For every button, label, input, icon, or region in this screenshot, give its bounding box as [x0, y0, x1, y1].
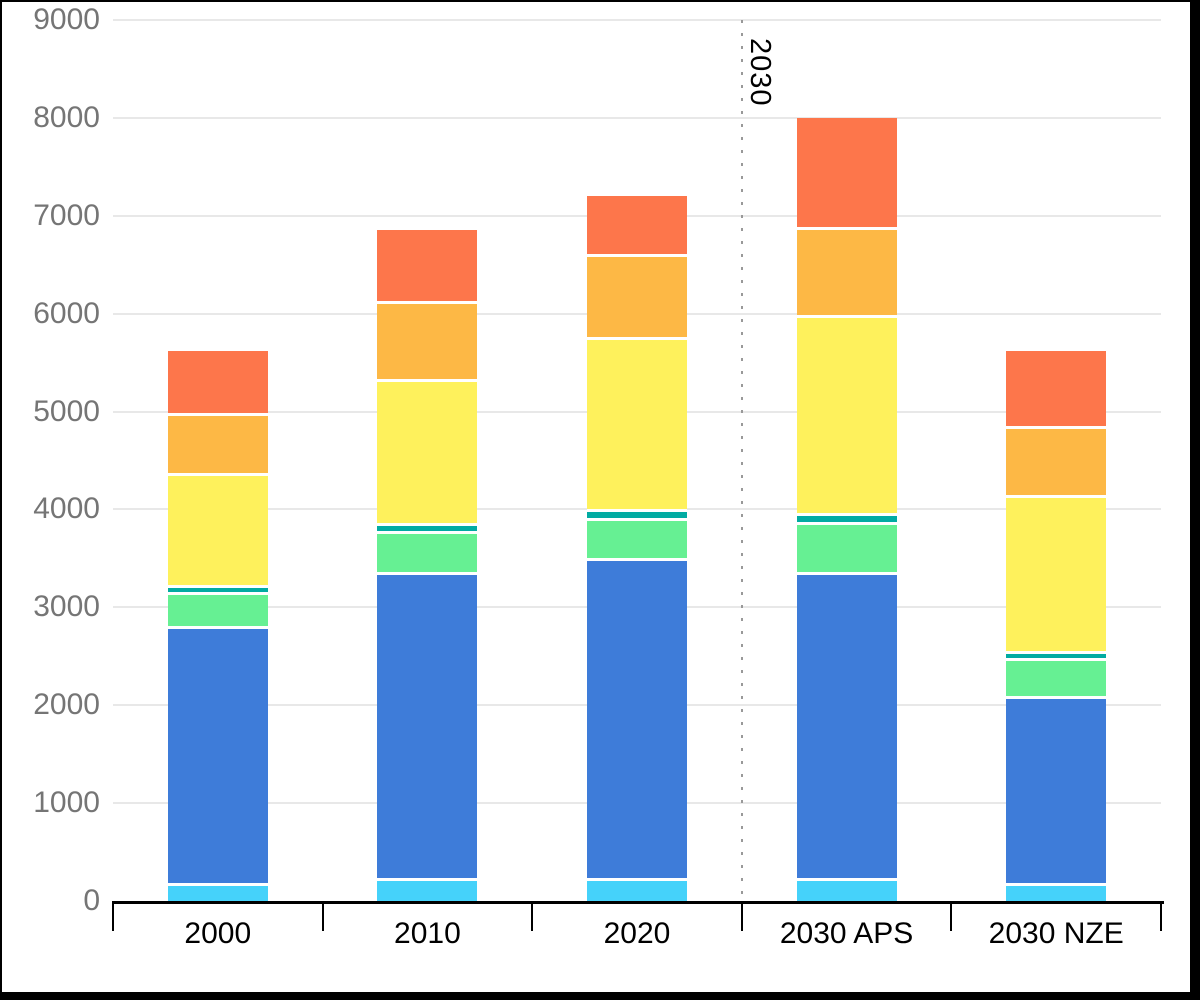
bar-segment-teal [587, 512, 687, 522]
bar-segment-red-orange [377, 230, 478, 304]
bar-segment-yellow [587, 340, 687, 513]
y-axis-tick-label: 1000 [33, 786, 100, 820]
annotation-2030-label: 2030 [744, 38, 776, 107]
stacked-bar-2030-nze [1006, 2, 1107, 901]
gridline-y-8000 [113, 116, 1161, 119]
bar-segment-orange [796, 230, 897, 318]
bar-segment-red-orange [1006, 350, 1107, 430]
bar-segment-red-orange [796, 117, 897, 231]
stacked-bar-2000 [167, 2, 268, 901]
y-axis-tick-label: 0 [83, 884, 100, 917]
bar-segment-green [587, 521, 687, 562]
y-axis-tick-label: 3000 [33, 590, 100, 624]
bar-segment-teal [377, 526, 478, 534]
y-axis-tick-label: 7000 [33, 198, 100, 232]
x-axis-tick-mark [950, 901, 953, 931]
bar-segment-cyan [167, 886, 268, 901]
x-axis-line [113, 901, 1164, 904]
bar-segment-blue [1006, 699, 1107, 887]
bar-segment-blue [377, 575, 478, 882]
bar-segment-blue [167, 628, 268, 887]
stacked-bar-2010 [377, 2, 478, 901]
bar-segment-green [1006, 661, 1107, 700]
bar-segment-teal [1006, 654, 1107, 662]
x-axis-tick-mark [1160, 901, 1162, 931]
bar-segment-orange [167, 416, 268, 477]
bar-segment-red-orange [587, 196, 687, 257]
scenario-divider-dotted-line [740, 20, 743, 901]
bar-segment-yellow [796, 317, 897, 517]
y-axis-tick-label: 2000 [33, 688, 100, 722]
bar-segment-blue [587, 561, 687, 882]
y-axis-tick-label: 4000 [33, 492, 100, 526]
bar-segment-yellow [1006, 497, 1107, 655]
bar-segment-blue [796, 575, 897, 882]
bar-segment-teal [167, 587, 268, 595]
x-axis-category-label: 2030 APS [779, 917, 914, 950]
bar-segment-orange [587, 256, 687, 341]
x-axis-category-label: 2000 [184, 917, 252, 950]
x-axis-tick-mark [531, 901, 534, 931]
x-axis-tick-mark [740, 901, 743, 931]
bar-segment-cyan [377, 881, 478, 901]
bar-segment-orange [1006, 429, 1107, 498]
bar-segment-yellow [377, 382, 478, 527]
y-axis-tick-label: 8000 [33, 100, 100, 134]
x-axis-category-label: 2010 [394, 917, 461, 950]
gridline-y-9000 [113, 19, 1161, 21]
bar-segment-cyan [587, 881, 687, 901]
bar-segment-yellow [167, 476, 268, 588]
bar-segment-teal [796, 516, 897, 526]
x-axis-category-label: 2030 NZE [988, 917, 1124, 950]
bar-segment-green [167, 594, 268, 629]
y-axis-tick-label: 6000 [33, 296, 100, 330]
y-axis-tick-label: 5000 [33, 394, 100, 428]
x-axis-category-label: 2020 [603, 917, 671, 950]
bar-segment-orange [377, 303, 478, 383]
y-axis-tick-label: 9000 [33, 3, 100, 36]
bar-segment-cyan [1006, 886, 1107, 901]
x-axis-tick-mark [321, 901, 324, 931]
bar-segment-green [377, 533, 478, 576]
bar-segment-cyan [796, 881, 897, 901]
bar-segment-green [796, 525, 897, 576]
stacked-bar-2020 [587, 2, 687, 901]
bar-segment-red-orange [167, 350, 268, 417]
stacked-bar-2030-aps [796, 2, 897, 901]
x-axis-tick-mark [112, 901, 114, 931]
